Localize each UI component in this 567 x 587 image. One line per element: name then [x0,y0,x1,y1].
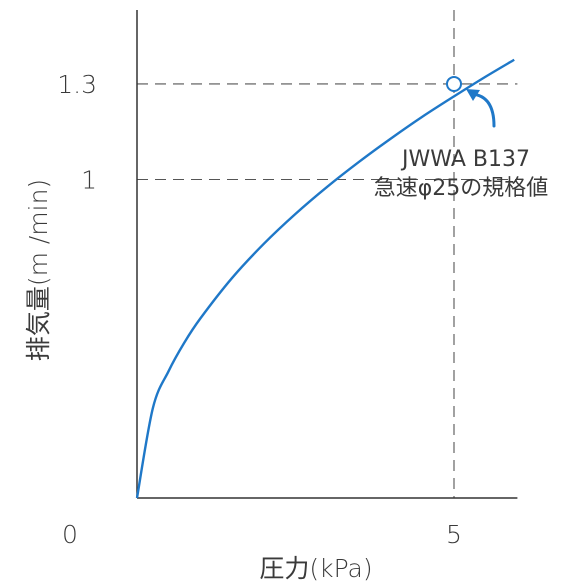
x-axis-title: 圧力(kPa) [259,554,372,583]
y-tick-label: 1 [81,166,97,195]
annotation: JWWA B137 急速φ25の規格値 [374,88,549,201]
y-axis-title: 排気量(m /min) [24,179,53,361]
tick-labels: 1 1.3 0 5 [57,70,462,549]
data-markers [446,75,462,92]
x-tick-label: 0 [62,520,78,549]
annotation-text-line-1: JWWA B137 [400,147,530,172]
y-tick-label: 1.3 [57,70,97,99]
spec-point-marker [446,75,462,92]
annotation-arrow [470,92,496,128]
series-line [135,58,515,499]
annotation-arrowhead [466,88,480,101]
x-tick-label: 5 [446,520,462,549]
annotation-text-line-2: 急速φ25の規格値 [374,176,549,201]
